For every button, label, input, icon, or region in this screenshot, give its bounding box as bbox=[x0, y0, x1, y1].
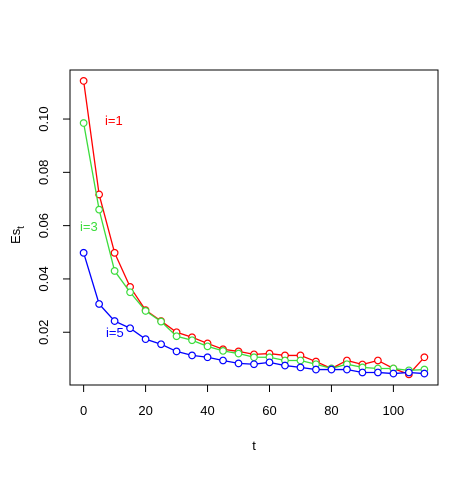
y-axis-label-sub: t bbox=[16, 226, 27, 229]
data-point bbox=[420, 369, 429, 378]
data-point bbox=[157, 340, 165, 349]
series-label: i=3 bbox=[80, 219, 98, 234]
data-point bbox=[343, 365, 351, 374]
data-point bbox=[188, 351, 196, 360]
data-point bbox=[250, 360, 258, 369]
data-point bbox=[172, 347, 181, 356]
data-point bbox=[296, 356, 305, 365]
data-point bbox=[374, 356, 382, 365]
y-axis-label-base: Es bbox=[8, 228, 23, 244]
data-point bbox=[157, 317, 165, 326]
series-line bbox=[82, 80, 425, 376]
data-point bbox=[203, 342, 212, 351]
data-point bbox=[374, 368, 382, 377]
x-tick-label: 20 bbox=[138, 403, 152, 418]
series-label: i=5 bbox=[106, 325, 124, 340]
x-axis-label: t bbox=[252, 438, 256, 453]
data-point bbox=[312, 365, 320, 374]
data-point bbox=[126, 324, 134, 333]
series-line bbox=[82, 122, 425, 371]
data-point bbox=[110, 317, 119, 325]
data-point bbox=[110, 248, 119, 257]
x-tick-label: 80 bbox=[324, 403, 338, 418]
data-point bbox=[203, 353, 212, 362]
data-point bbox=[327, 365, 336, 374]
data-point bbox=[79, 248, 88, 257]
data-point bbox=[281, 361, 289, 370]
y-tick-label: 0.04 bbox=[36, 266, 51, 291]
x-tick-label: 100 bbox=[383, 403, 405, 418]
data-point bbox=[141, 307, 150, 315]
data-point bbox=[188, 336, 196, 345]
data-point bbox=[389, 369, 398, 378]
y-tick-label: 0.08 bbox=[36, 160, 51, 185]
data-point bbox=[404, 368, 413, 377]
series-label: i=1 bbox=[105, 113, 123, 128]
y-tick-label: 0.10 bbox=[36, 106, 51, 131]
data-point bbox=[234, 359, 243, 368]
data-point bbox=[234, 349, 243, 358]
data-point bbox=[141, 335, 150, 344]
x-tick-label: 40 bbox=[200, 403, 214, 418]
data-point bbox=[79, 119, 88, 127]
x-tick-label: 60 bbox=[262, 403, 276, 418]
data-point bbox=[79, 77, 88, 85]
data-point bbox=[219, 356, 227, 365]
x-tick-label: 0 bbox=[80, 403, 87, 418]
data-point bbox=[110, 267, 119, 275]
data-point bbox=[250, 353, 258, 362]
data-point bbox=[126, 288, 134, 297]
data-point bbox=[296, 363, 305, 372]
data-point bbox=[358, 368, 367, 377]
y-axis-label: Est bbox=[8, 226, 27, 244]
data-point bbox=[95, 300, 104, 308]
data-point bbox=[95, 205, 104, 214]
data-point bbox=[219, 346, 227, 355]
data-point bbox=[172, 332, 181, 341]
y-tick-label: 0.06 bbox=[36, 213, 51, 238]
data-point bbox=[265, 358, 274, 367]
data-point bbox=[420, 353, 429, 362]
y-tick-label: 0.02 bbox=[36, 320, 51, 345]
plot-frame bbox=[69, 69, 439, 386]
